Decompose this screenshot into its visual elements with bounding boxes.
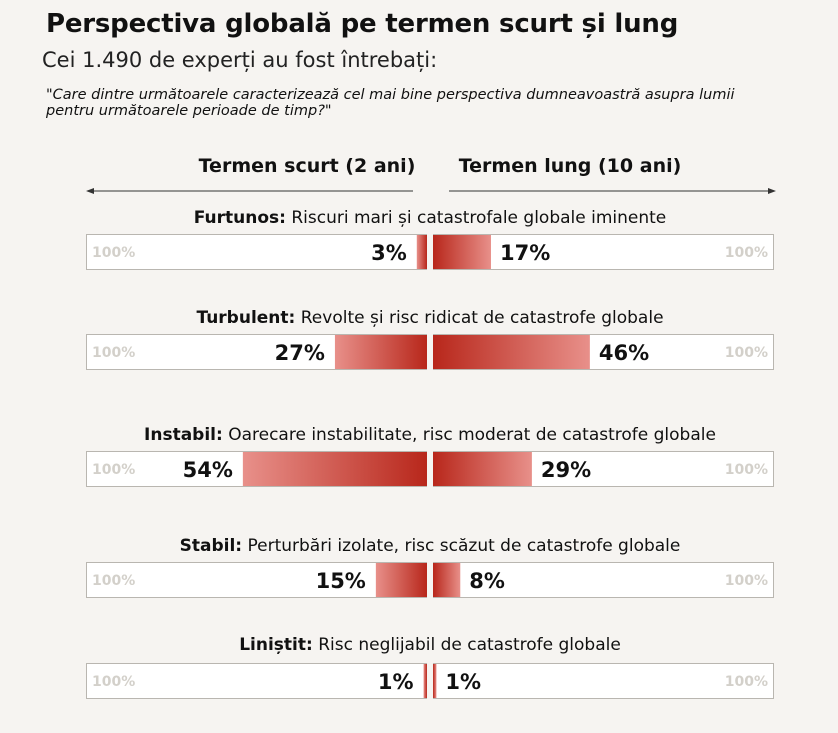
category-name: Furtunos: — [194, 208, 286, 228]
category-label: Furtunos: Riscuri mari și catastrofale g… — [194, 208, 667, 228]
right-scale-label: 100% — [725, 345, 768, 361]
short-term-value-label: 3% — [371, 241, 407, 265]
category-description: Riscuri mari și catastrofale globale imi… — [286, 208, 666, 228]
right-scale-label: 100% — [725, 245, 768, 261]
survey-question: "Care dintre următoarele caracterizează … — [46, 87, 735, 119]
right-frame — [433, 562, 774, 598]
long-term-bar — [433, 664, 437, 698]
left-frame — [86, 234, 427, 270]
right-scale-label: 100% — [725, 674, 768, 690]
long-term-value-label: 1% — [445, 670, 481, 694]
category-label: Instabil: Oarecare instabilitate, risc m… — [144, 425, 716, 445]
short-term-value-label: 27% — [275, 341, 325, 365]
short-term-bar — [375, 563, 427, 597]
right-frame — [433, 663, 774, 699]
right-scale-label: 100% — [725, 462, 768, 478]
left-column-header: Termen scurt (2 ani) — [199, 155, 416, 177]
category-description: Perturbări izolate, risc scăzut de catas… — [242, 536, 680, 556]
category-name: Liniștit: — [239, 635, 313, 655]
category-name: Turbulent: — [196, 308, 295, 328]
left-scale-label: 100% — [92, 345, 135, 361]
category-description: Risc neglijabil de catastrofe globale — [313, 635, 621, 655]
long-term-bar — [433, 335, 590, 369]
chart-subtitle: Cei 1.490 de experți au fost întrebați: — [42, 48, 438, 72]
category-name: Stabil: — [180, 536, 242, 556]
left-frame — [86, 663, 427, 699]
long-term-value-label: 46% — [599, 341, 649, 365]
right-scale-label: 100% — [725, 573, 768, 589]
left-scale-label: 100% — [92, 245, 135, 261]
short-term-bar — [416, 235, 427, 269]
left-scale-label: 100% — [92, 573, 135, 589]
right-column-header: Termen lung (10 ani) — [459, 155, 682, 177]
long-term-value-label: 8% — [469, 569, 505, 593]
short-term-bar — [242, 452, 427, 486]
short-term-bar — [334, 335, 427, 369]
chart-title: Perspectiva globală pe termen scurt și l… — [46, 9, 679, 39]
left-scale-label: 100% — [92, 674, 135, 690]
category-label: Turbulent: Revolte și risc ridicat de ca… — [196, 308, 663, 328]
short-term-bar — [423, 664, 427, 698]
short-term-value-label: 15% — [316, 569, 366, 593]
category-label: Stabil: Perturbări izolate, risc scăzut … — [180, 536, 681, 556]
long-term-value-label: 17% — [500, 241, 550, 265]
long-term-bar — [433, 563, 461, 597]
left-frame — [86, 562, 427, 598]
category-description: Oarecare instabilitate, risc moderat de … — [223, 425, 716, 445]
left-arrow-head — [86, 188, 94, 194]
long-term-bar — [433, 452, 532, 486]
category-name: Instabil: — [144, 425, 223, 445]
long-term-value-label: 29% — [541, 458, 591, 482]
left-scale-label: 100% — [92, 462, 135, 478]
category-description: Revolte și risc ridicat de catastrofe gl… — [295, 308, 663, 328]
category-label: Liniștit: Risc neglijabil de catastrofe … — [239, 635, 621, 655]
right-arrow-head — [768, 188, 776, 194]
short-term-value-label: 54% — [183, 458, 233, 482]
short-term-value-label: 1% — [378, 670, 414, 694]
long-term-bar — [433, 235, 491, 269]
